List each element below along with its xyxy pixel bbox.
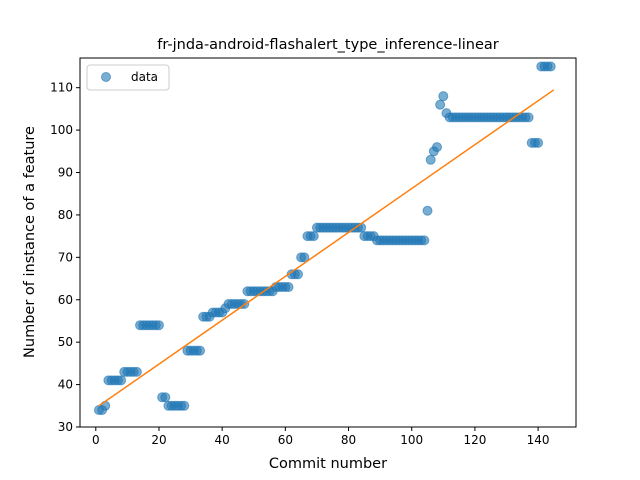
data-point [435,99,446,110]
x-axis-ticks: 0 20 40 60 80 100 120 140 [92,427,550,447]
plot-area [79,57,577,428]
x-tick-label: 60 [278,433,293,447]
data-point [299,252,310,263]
x-tick-label: 140 [527,433,550,447]
data-point [422,205,433,216]
data-point [179,400,190,411]
chart-title: fr-jnda-android-flashalert_type_inferenc… [157,37,498,53]
y-tick-label: 80 [58,208,73,222]
y-tick-label: 70 [58,250,73,264]
y-tick-label: 110 [50,81,73,95]
data-point [100,400,111,411]
x-tick-label: 120 [463,433,486,447]
y-tick-label: 100 [50,123,73,137]
legend: data [86,64,170,91]
x-tick-label: 80 [341,433,356,447]
data-point [523,112,534,123]
x-tick-label: 20 [151,433,166,447]
x-tick-label: 100 [400,433,423,447]
data-point [533,137,544,148]
data-point [545,61,556,72]
data-layer [93,61,556,416]
y-tick-label: 30 [58,420,73,434]
data-point [153,320,164,331]
data-point [116,375,127,386]
data-point [283,282,294,293]
data-point [431,142,442,153]
legend-marker [101,72,111,82]
y-tick-label: 50 [58,335,73,349]
legend-box [86,64,170,91]
data-point [131,366,142,377]
data-point [160,392,171,403]
data-point [292,269,303,280]
data-point [425,154,436,165]
y-axis-ticks: 30 40 50 60 70 80 90 100 110 [50,81,80,434]
data-point [195,345,206,356]
data-point [419,235,430,246]
x-axis-label: Commit number [269,456,387,472]
x-tick-label: 0 [92,433,100,447]
data-point [308,231,319,242]
x-tick-label: 40 [215,433,230,447]
y-tick-label: 90 [58,166,73,180]
y-axis-label: Number of instance of a feature [22,126,38,358]
data-point [438,91,449,102]
legend-label: data [131,70,158,84]
y-tick-label: 60 [58,293,73,307]
y-tick-label: 40 [58,378,73,392]
axes-frame [79,57,577,428]
fit-line [98,89,555,407]
